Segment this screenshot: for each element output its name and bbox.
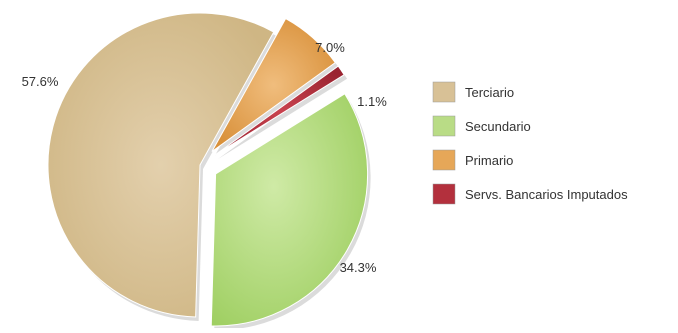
legend: Terciario Secundario Primario Servs. Bancar… — [432, 81, 628, 205]
legend-swatch-servs-bancarios — [432, 183, 456, 205]
slice-secundario — [210, 93, 369, 327]
legend-label-primario: Primario — [465, 153, 513, 168]
legend-label-terciario: Terciario — [465, 85, 514, 100]
legend-label-servs-bancarios: Servs. Bancarios Imputados — [465, 187, 628, 202]
slice-primario — [211, 17, 336, 152]
legend-swatch-primario — [432, 149, 456, 171]
legend-swatch-secundario — [432, 115, 456, 137]
legend-label-secundario: Secundario — [465, 119, 531, 134]
slice-terciario — [47, 12, 275, 318]
slice-labels: 57.6% 34.3% 7.0% 1.1% — [22, 40, 388, 275]
value-label-primario: 7.0% — [315, 40, 345, 55]
value-label-servs-bancarios: 1.1% — [357, 94, 387, 109]
legend-swatch-terciario — [432, 81, 456, 103]
pie-slices — [47, 12, 371, 330]
value-label-secundario: 34.3% — [340, 260, 377, 275]
value-label-terciario: 57.6% — [22, 74, 59, 89]
slice-servs-bancarios — [214, 65, 345, 156]
